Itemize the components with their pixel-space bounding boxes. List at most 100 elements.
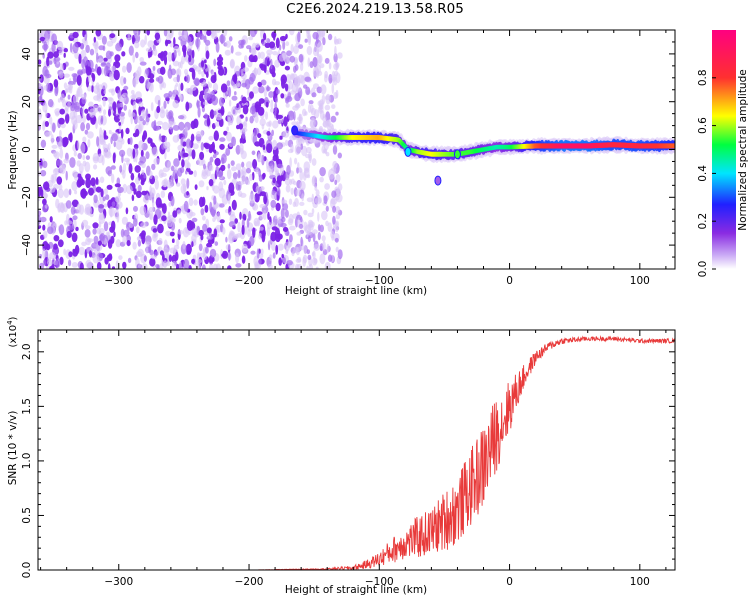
noise-blob [272, 252, 276, 259]
noise-blob [101, 82, 108, 90]
noise-blob [191, 228, 198, 237]
noise-blob [56, 176, 63, 185]
noise-blob [308, 154, 312, 164]
noise-blob [59, 256, 64, 265]
noise-blob [294, 157, 298, 165]
noise-blob [110, 165, 116, 170]
x-tick-label: −300 [104, 275, 133, 287]
noise-blob [76, 86, 83, 98]
noise-blob [209, 248, 217, 258]
noise-blob [48, 60, 53, 65]
noise-blob [254, 42, 260, 48]
noise-blob [113, 141, 117, 148]
noise-blob [82, 136, 87, 143]
noise-blob [249, 72, 256, 82]
noise-blob [140, 221, 147, 229]
noise-blob [135, 190, 142, 199]
noise-blob [276, 175, 282, 185]
noise-blob [292, 105, 299, 111]
noise-blob [272, 51, 278, 56]
noise-blob [62, 136, 69, 146]
noise-blob [306, 197, 314, 203]
noise-blob [85, 122, 91, 131]
noise-blob [237, 221, 241, 233]
noise-blob [103, 203, 108, 208]
noise-blob [190, 120, 196, 130]
noise-blob [141, 230, 146, 238]
noise-blob [102, 196, 106, 202]
noise-blob [156, 105, 161, 114]
noise-blob [105, 166, 112, 175]
noise-blob [151, 163, 156, 171]
noise-blob [176, 133, 180, 141]
noise-blob [299, 180, 306, 191]
noise-blob [248, 54, 256, 63]
noise-blob [266, 143, 273, 154]
noise-blob [53, 79, 59, 88]
noise-blob [130, 172, 135, 181]
noise-blob [287, 110, 295, 121]
noise-blob [174, 84, 177, 93]
noise-blob [160, 190, 166, 198]
noise-blob [334, 70, 339, 77]
noise-blob [235, 51, 242, 56]
noise-blob [137, 235, 142, 242]
noise-blob [218, 118, 224, 127]
colorbar-tick-label: 0.6 [697, 117, 709, 134]
noise-blob [311, 158, 317, 166]
noise-blob [134, 165, 141, 173]
noise-blob [249, 173, 253, 182]
noise-blob [129, 137, 133, 145]
noise-blob [114, 54, 121, 62]
noise-blob [148, 207, 155, 212]
noise-blob [331, 235, 335, 241]
noise-blob [221, 253, 227, 258]
noise-blob [128, 45, 134, 56]
noise-blob [156, 60, 161, 66]
noise-blob [335, 246, 339, 253]
noise-blob [125, 207, 129, 215]
noise-blob [241, 255, 246, 264]
noise-blob [130, 94, 136, 100]
noise-blob [63, 82, 68, 89]
noise-blob [138, 140, 144, 151]
noise-blob [281, 216, 286, 223]
noise-blob [183, 200, 189, 212]
noise-blob [201, 264, 206, 269]
noise-blob [157, 52, 164, 59]
noise-blob [128, 222, 134, 229]
x-tick-label: 0 [506, 576, 513, 588]
noise-blob [212, 82, 219, 92]
noise-blob [266, 85, 270, 92]
noise-blob [63, 158, 70, 164]
noise-blob [84, 207, 91, 215]
y-tick-label: −20 [21, 186, 33, 208]
noise-blob [338, 183, 343, 191]
noise-blob [72, 215, 78, 220]
noise-blob [204, 113, 208, 119]
noise-blob [277, 243, 284, 251]
noise-blob [93, 36, 97, 43]
noise-blob [47, 51, 54, 59]
noise-blob [138, 101, 144, 108]
y-tick-label: −40 [21, 234, 33, 256]
noise-blob [191, 49, 195, 59]
noise-blob [173, 49, 177, 59]
noise-blob [222, 227, 226, 235]
noise-blob [198, 196, 204, 208]
noise-blob [85, 177, 91, 189]
noise-blob [206, 169, 211, 177]
noise-blob [238, 123, 244, 130]
noise-blob [284, 65, 290, 71]
noise-blob [107, 239, 113, 249]
noise-blob [325, 205, 329, 212]
noise-blob [196, 31, 201, 38]
noise-blob [64, 220, 68, 226]
noise-blob [289, 225, 296, 231]
noise-blob [119, 165, 123, 173]
noise-blob [70, 103, 75, 112]
noise-blob [277, 217, 281, 224]
snr-series-line [38, 335, 675, 570]
noise-blob [112, 152, 116, 164]
noise-blob [217, 65, 223, 71]
